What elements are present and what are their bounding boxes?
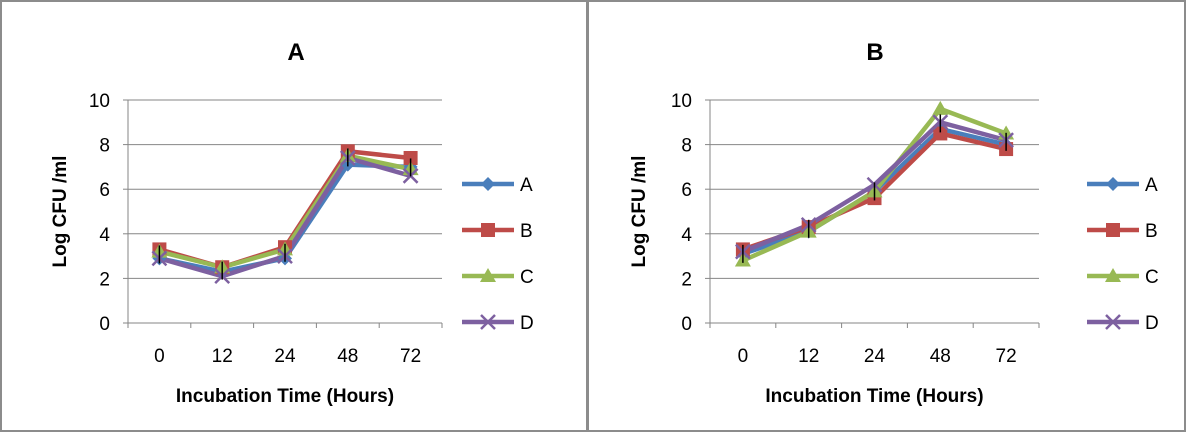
y-tick-label: 2 — [681, 269, 692, 290]
legend-marker — [481, 177, 495, 191]
x-tick-label: 24 — [274, 346, 296, 367]
legend-marker-stroke-2 — [480, 314, 496, 330]
y-tick-label: 6 — [99, 180, 110, 201]
legend-item-b: B — [462, 221, 533, 242]
chart-border — [587, 0, 1186, 432]
legend-label: D — [1145, 313, 1159, 334]
x-tick-label: 12 — [212, 346, 233, 367]
legend-label: C — [520, 267, 534, 288]
legend-item-a: A — [1087, 175, 1158, 196]
chart-title: B — [866, 39, 883, 66]
legend-item-d: D — [1087, 313, 1159, 334]
legend-item-b: B — [1087, 221, 1158, 242]
y-tick-label: 8 — [681, 136, 692, 157]
legend-marker — [481, 223, 495, 237]
legend-label: C — [1145, 267, 1159, 288]
y-tick-label: 6 — [681, 180, 692, 201]
legend-marker — [1106, 223, 1120, 237]
y-tick-label: 10 — [89, 91, 110, 112]
data-point-b — [933, 126, 948, 141]
legend-label: D — [520, 313, 534, 334]
data-point-b — [403, 150, 418, 165]
legend-marker — [1106, 177, 1120, 191]
legend-item-a: A — [462, 175, 533, 196]
legend-marker — [480, 314, 496, 330]
x-tick-label: 48 — [930, 346, 951, 367]
legend-marker — [1105, 314, 1121, 330]
x-tick-label: 72 — [996, 346, 1017, 367]
y-tick-label: 0 — [99, 314, 110, 335]
legend-item-d: D — [462, 313, 534, 334]
chart-title: A — [287, 39, 304, 66]
y-axis-title: Log CFU /ml — [50, 156, 71, 268]
x-axis-title: Incubation Time (Hours) — [765, 386, 983, 407]
x-tick-label: 0 — [154, 346, 165, 367]
legend-label: A — [520, 175, 533, 196]
legend-label: B — [520, 221, 533, 242]
legend-item-c: C — [1087, 267, 1159, 288]
y-tick-label: 0 — [681, 314, 692, 335]
y-tick-label: 8 — [99, 136, 110, 157]
legend-marker-stroke-2 — [1105, 314, 1121, 330]
data-point-c — [932, 100, 949, 115]
x-tick-label: 48 — [337, 346, 358, 367]
y-tick-label: 2 — [99, 269, 110, 290]
y-tick-label: 4 — [99, 225, 110, 246]
legend-label: B — [1145, 221, 1158, 242]
y-tick-label: 10 — [671, 91, 692, 112]
y-axis-title: Log CFU /ml — [629, 156, 650, 268]
x-tick-label: 72 — [400, 346, 421, 367]
legend-label: A — [1145, 175, 1158, 196]
y-tick-label: 4 — [681, 225, 692, 246]
x-tick-label: 12 — [798, 346, 819, 367]
legend-marker — [480, 268, 496, 282]
legend-item-c: C — [462, 267, 534, 288]
x-axis-title: Incubation Time (Hours) — [176, 386, 394, 407]
legend-marker — [1105, 268, 1121, 282]
x-tick-label: 24 — [864, 346, 886, 367]
x-tick-label: 0 — [738, 346, 749, 367]
